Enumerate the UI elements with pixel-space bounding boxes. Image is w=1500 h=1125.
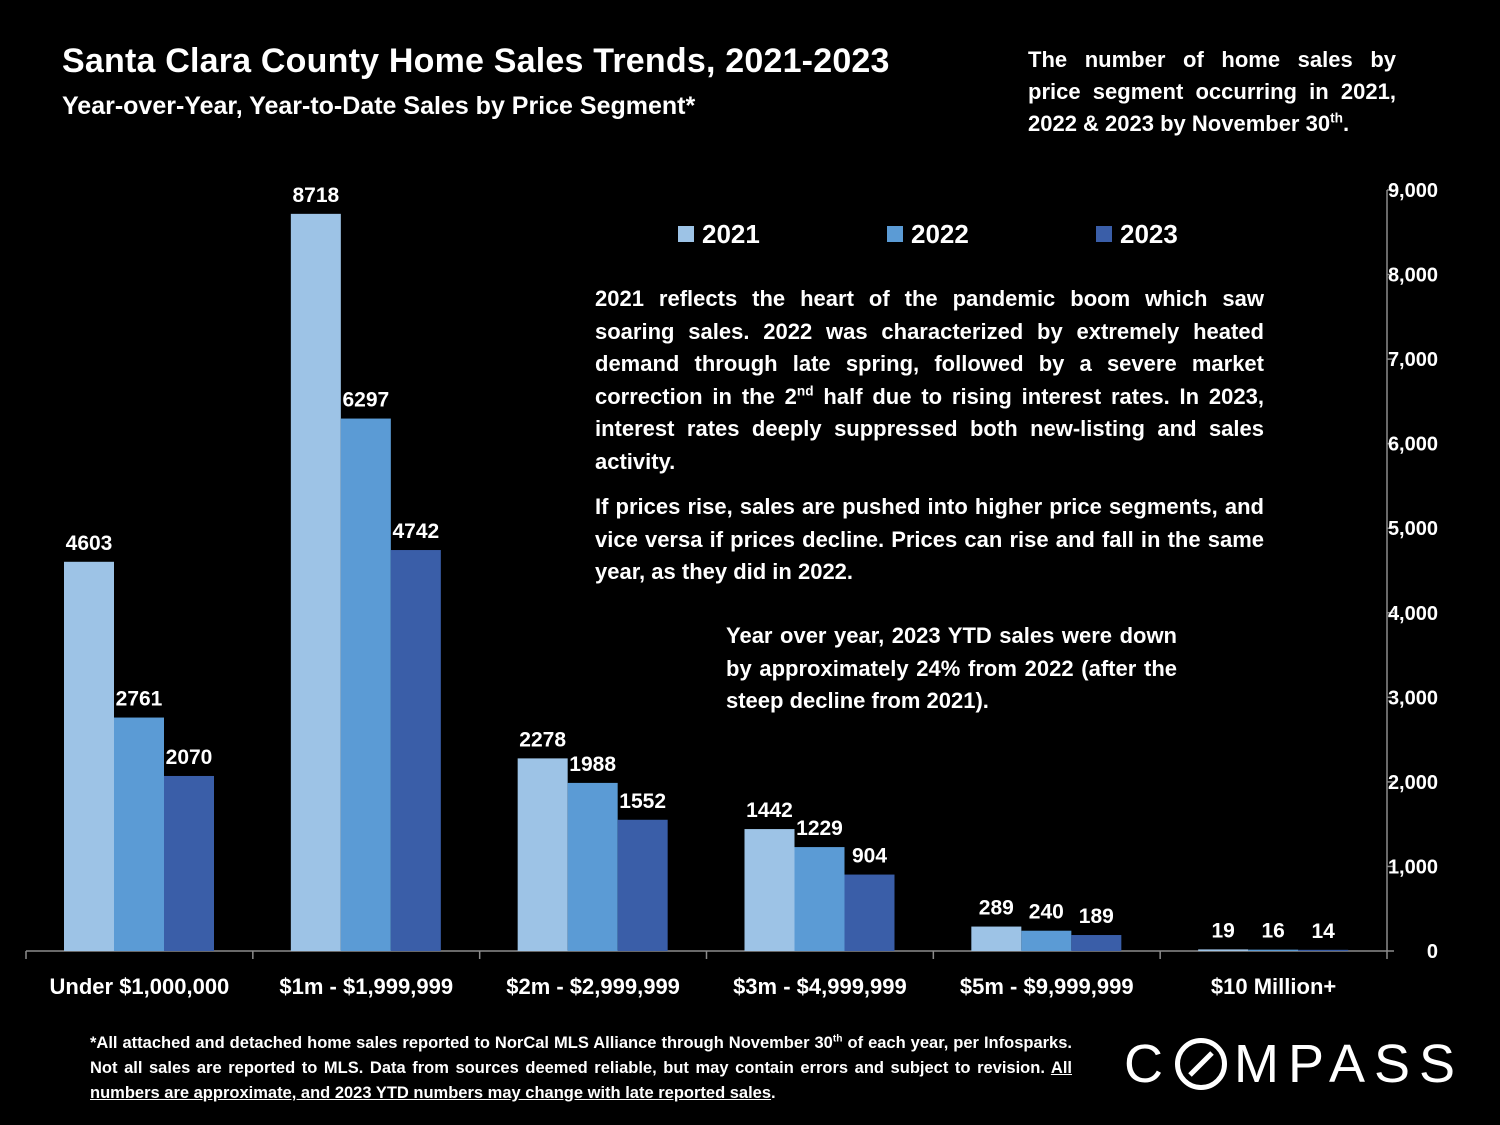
y-tick-label: 3,000 (1388, 687, 1438, 709)
data-label-2021: 19 (1211, 919, 1234, 942)
bar-2021 (517, 758, 568, 951)
compass-o-icon (1175, 1038, 1227, 1090)
top-note-sup: th (1330, 110, 1343, 126)
data-label-2022: 2761 (116, 688, 163, 711)
data-label-2021: 289 (979, 897, 1014, 920)
bar-2022 (1248, 949, 1299, 951)
data-label-2021: 8718 (292, 184, 339, 207)
data-label-2022: 6297 (342, 389, 389, 412)
legend-label-2022: 2022 (911, 218, 969, 249)
bar-2022 (794, 847, 845, 951)
top-note: The number of home sales by price segmen… (1028, 44, 1396, 140)
bar-2021 (290, 213, 341, 951)
footnote-part1: *All attached and detached home sales re… (90, 1034, 833, 1052)
footnote: *All attached and detached home sales re… (90, 1031, 1072, 1106)
y-tick-label: 7,000 (1388, 349, 1438, 371)
bar-2022 (567, 782, 618, 951)
bar-2022 (1021, 930, 1072, 951)
annotation-p1-sup: nd (796, 383, 814, 399)
footnote-end: . (771, 1084, 776, 1102)
data-label-2023: 904 (852, 845, 887, 868)
bar-2022 (114, 717, 164, 951)
legend-swatch-2022 (887, 226, 903, 242)
data-label-2023: 189 (1079, 905, 1114, 928)
data-label-2023: 2070 (166, 746, 213, 769)
y-tick-label: 4,000 (1388, 603, 1438, 625)
bar-2023 (617, 819, 668, 951)
y-tick-label: 1,000 (1388, 856, 1438, 878)
page-subtitle: Year-over-Year, Year-to-Date Sales by Pr… (62, 92, 696, 120)
y-tick-label: 9,000 (1388, 180, 1438, 202)
data-label-2022: 1988 (569, 753, 616, 776)
logo-text-end: MPASS (1234, 1034, 1465, 1094)
x-tick-label: $1m - $1,999,999 (279, 974, 453, 999)
legend-label-2023: 2023 (1120, 218, 1178, 249)
logo-text-start: C (1124, 1034, 1172, 1094)
data-label-2022: 1229 (796, 817, 843, 840)
footnote-sup: th (832, 1033, 843, 1045)
y-tick-label: 0 (1427, 941, 1438, 963)
top-note-end: . (1342, 111, 1350, 136)
bar-2021 (64, 561, 114, 951)
data-label-2021: 1442 (746, 799, 793, 822)
annotation-background (582, 276, 1278, 594)
bar-2021 (1198, 949, 1249, 951)
legend-item-2022: 2022 (887, 216, 969, 252)
y-tick-label: 8,000 (1388, 265, 1438, 287)
compass-logo: C MPASS (1124, 1032, 1464, 1096)
footnote-part2: of each year, per Infosparks. Not all sa… (90, 1034, 1072, 1077)
x-tick-label: $10 Million+ (1211, 974, 1336, 999)
data-label-2021: 2278 (519, 728, 566, 751)
x-tick-label: Under $1,000,000 (50, 974, 230, 999)
bar-2021 (971, 926, 1022, 951)
page-title: Santa Clara County Home Sales Trends, 20… (62, 42, 890, 80)
y-tick-label: 6,000 (1388, 434, 1438, 456)
bar-2023 (1071, 935, 1122, 951)
top-note-text: The number of home sales by price segmen… (1028, 47, 1396, 136)
data-label-2023: 4742 (392, 520, 439, 543)
legend-item-2023: 2023 (1096, 216, 1178, 252)
y-tick-label: 5,000 (1388, 518, 1438, 540)
annotation-paragraph-1: 2021 reflects the heart of the pandemic … (595, 283, 1264, 478)
legend-item-2021: 2021 (678, 216, 760, 252)
data-label-2023: 1552 (619, 790, 666, 813)
legend-label-2021: 2021 (702, 218, 760, 249)
annotation-paragraph-3: Year over year, 2023 YTD sales were down… (726, 623, 1177, 713)
bar-2023 (390, 550, 441, 951)
bar-2023 (844, 874, 895, 951)
x-tick-label: $5m - $9,999,999 (960, 974, 1134, 999)
bar-2022 (340, 418, 391, 951)
x-tick-label: $2m - $2,999,999 (506, 974, 680, 999)
annotation-p1-before: 2021 reflects the heart of the pandemic … (595, 286, 1264, 409)
bar-2023 (1298, 949, 1349, 951)
legend-swatch-2021 (678, 226, 694, 242)
x-tick-label: $3m - $4,999,999 (733, 974, 907, 999)
legend-swatch-2023 (1096, 226, 1112, 242)
data-label-2021: 4603 (66, 532, 113, 555)
data-label-2023: 14 (1311, 920, 1335, 943)
annotation-paragraph-2: If prices rise, sales are pushed into hi… (595, 494, 1264, 584)
y-tick-label: 2,000 (1388, 772, 1438, 794)
data-label-2022: 240 (1029, 901, 1064, 924)
bar-2021 (744, 829, 795, 951)
data-label-2022: 16 (1261, 920, 1284, 943)
annotation-p1-after: half due to rising interest rates. In 20… (595, 383, 1264, 474)
bar-2023 (164, 775, 214, 951)
footnote-underlined: All numbers are approximate, and 2023 YT… (90, 1059, 1072, 1102)
